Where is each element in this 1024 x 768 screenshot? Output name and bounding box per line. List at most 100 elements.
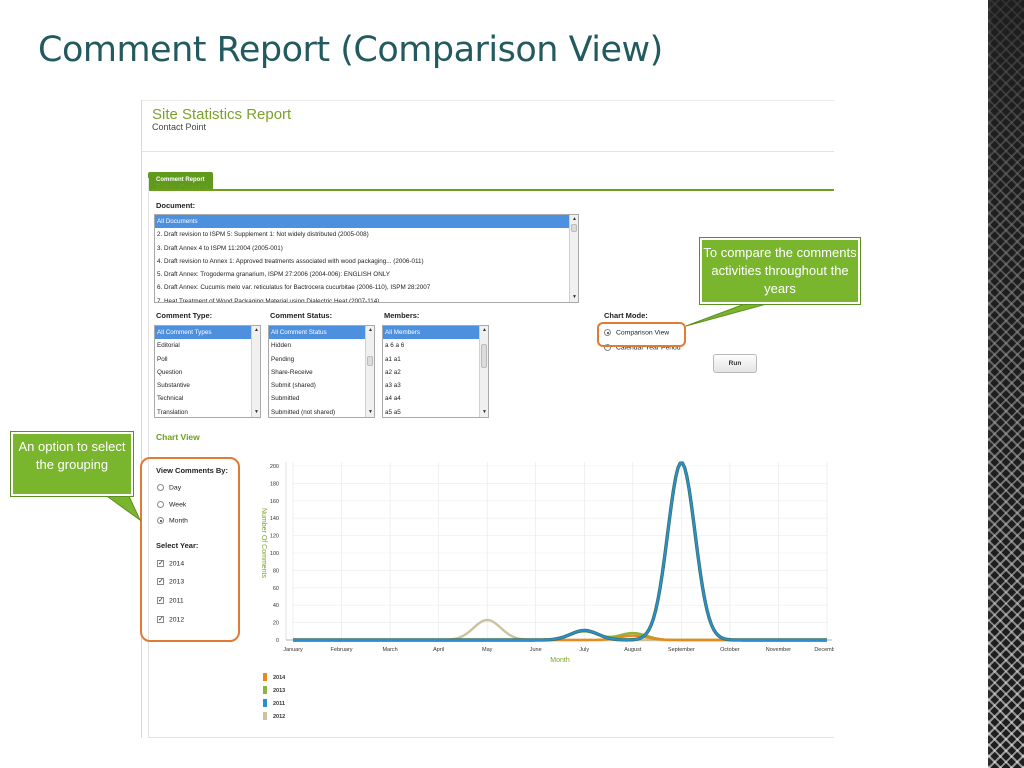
legend-swatch [263,686,267,694]
list-item[interactable]: Hidden [271,342,291,350]
radio-icon[interactable] [604,329,611,336]
y-tick-label: 80 [273,568,279,574]
comment-type-label: Comment Type: [156,311,213,320]
list-item[interactable]: a5 a5 [385,408,401,416]
year-2013-checkbox[interactable]: ✓ 2013 [157,578,184,585]
members-label: Members: [384,311,420,320]
year-label: 2012 [169,616,185,624]
list-item[interactable]: All Members [383,326,488,340]
scrollbar[interactable]: ▲ ▼ [479,326,488,417]
list-item[interactable]: 2. Draft revision to ISPM 5: Supplement … [157,231,369,239]
checkbox-icon[interactable]: ✓ [157,616,164,623]
x-tick-label: January [283,647,303,653]
y-tick-label: 200 [270,464,279,470]
list-item[interactable]: Translation [157,408,188,416]
x-axis-label: Month [550,657,570,664]
list-item[interactable]: a2 a2 [385,368,401,376]
scroll-down-icon[interactable]: ▼ [482,409,487,415]
radio-icon[interactable] [157,517,164,524]
comment-type-listbox[interactable]: All Comment Types Editorial Poll Questio… [154,325,261,418]
scrollbar[interactable]: ▲ ▼ [365,326,374,417]
x-tick-label: September [668,647,695,653]
view-by-week[interactable]: Week [157,501,186,508]
x-tick-label: March [382,647,397,653]
tab-bar: Comment Report [148,172,834,191]
list-item[interactable]: Submitted [271,395,300,403]
comment-status-listbox[interactable]: All Comment Status Hidden Pending Share-… [268,325,375,418]
year-2011-checkbox[interactable]: ✓ 2011 [157,597,184,604]
year-label: 2011 [169,597,184,605]
scroll-thumb[interactable] [571,224,577,232]
legend-label: 2012 [273,714,285,720]
legend-swatch [263,699,267,707]
list-item[interactable]: Submitted (not shared) [271,408,336,416]
list-item[interactable]: All Documents [155,215,578,229]
list-item[interactable]: 6. Draft Annex: Cucumis melo var. reticu… [157,284,431,292]
list-item[interactable]: Poll [157,355,168,363]
list-item[interactable]: All Comment Status [269,326,374,340]
members-listbox[interactable]: All Members a 6 a 6 a1 a1 a2 a2 a3 a3 a4… [382,325,489,418]
checkbox-icon[interactable]: ✓ [157,597,164,604]
x-tick-label: August [624,647,642,653]
y-tick-label: 100 [270,551,279,557]
legend-label: 2013 [273,688,285,694]
decorative-strip [978,0,1024,768]
run-button[interactable]: Run [713,354,757,373]
scroll-thumb[interactable] [481,344,487,368]
y-tick-label: 60 [273,586,279,592]
scroll-down-icon[interactable]: ▼ [572,294,577,300]
year-2012-checkbox[interactable]: ✓ 2012 [157,616,184,623]
view-by-month[interactable]: Month [157,517,188,524]
scroll-down-icon[interactable]: ▼ [368,409,373,415]
legend-label: 2011 [273,701,285,707]
radio-icon[interactable] [157,501,164,508]
year-2014-checkbox[interactable]: ✓ 2014 [157,560,184,567]
highlight-view-options [140,457,240,642]
list-item[interactable]: a 6 a 6 [385,342,405,350]
scroll-thumb[interactable] [367,356,373,366]
list-item[interactable]: All Comment Types [155,326,260,340]
list-item[interactable]: 5. Draft Annex: Trogoderma granarium, IS… [157,271,390,279]
view-by-option-label: Week [169,501,187,509]
scrollbar[interactable]: ▲ ▼ [569,215,578,302]
scroll-down-icon[interactable]: ▼ [254,409,259,415]
list-item[interactable]: 7. Heat Treatment of Wood Packaging Mate… [157,297,380,303]
y-tick-label: 180 [270,481,279,487]
tab-comment-report[interactable]: Comment Report [148,172,213,189]
scroll-up-icon[interactable]: ▲ [368,327,373,333]
checkbox-icon[interactable]: ✓ [157,578,164,585]
series-line-2011 [293,462,827,641]
list-item[interactable]: Substantive [157,382,190,390]
list-item[interactable]: Technical [157,395,184,403]
chart-mode-option-label: Comparison View [616,329,670,337]
scroll-up-icon[interactable]: ▲ [572,216,577,222]
scroll-up-icon[interactable]: ▲ [482,327,487,333]
comment-status-label: Comment Status: [270,311,333,320]
scrollbar[interactable]: ▲ ▼ [251,326,260,417]
scroll-up-icon[interactable]: ▲ [254,327,259,333]
list-item[interactable]: 3. Draft Annex 4 to ISPM 11:2004 (2005-0… [157,244,283,252]
view-by-option-label: Month [169,517,188,525]
report-subtitle: Contact Point [152,122,207,132]
list-item[interactable]: Question [157,368,183,376]
list-item[interactable]: 4. Draft revision to Annex 1: Approved t… [157,257,424,265]
radio-icon[interactable] [604,344,611,351]
list-item[interactable]: a1 a1 [385,355,401,363]
list-item[interactable]: a4 a4 [385,395,401,403]
document-listbox[interactable]: All Documents 2. Draft revision to ISPM … [154,214,579,303]
list-item[interactable]: Editorial [157,342,180,350]
filter-criteria-heading: Filter Criteria [156,182,209,192]
checkbox-icon[interactable]: ✓ [157,560,164,567]
chart-mode-calendar[interactable]: Calendar Year Period [604,344,681,351]
list-item[interactable]: Pending [271,355,295,363]
y-tick-label: 140 [270,516,279,522]
radio-icon[interactable] [157,484,164,491]
view-by-day[interactable]: Day [157,484,181,491]
list-item[interactable]: Submit (shared) [271,382,316,390]
list-item[interactable]: Share-Receive [271,368,313,376]
chart-mode-comparison[interactable]: Comparison View [604,329,669,336]
list-item[interactable]: a3 a3 [385,382,401,390]
plot-area [293,462,827,640]
year-label: 2013 [169,578,185,586]
